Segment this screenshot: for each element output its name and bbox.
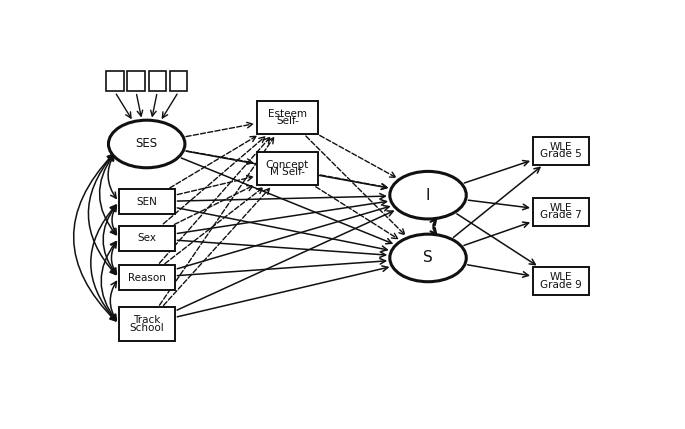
Text: Sex: Sex [137, 233, 156, 243]
Text: Track: Track [133, 315, 160, 325]
FancyBboxPatch shape [533, 136, 588, 165]
Text: School: School [129, 323, 164, 332]
Text: Grade 9: Grade 9 [540, 280, 582, 290]
FancyBboxPatch shape [533, 198, 588, 226]
Circle shape [108, 120, 185, 168]
Text: Self-: Self- [276, 116, 299, 126]
FancyBboxPatch shape [119, 266, 175, 290]
FancyBboxPatch shape [170, 71, 187, 91]
FancyBboxPatch shape [149, 71, 166, 91]
Text: S: S [423, 251, 433, 266]
Text: Concept: Concept [266, 160, 309, 170]
Text: Esteem: Esteem [268, 109, 307, 119]
FancyBboxPatch shape [257, 101, 318, 134]
Text: M Self-: M Self- [270, 167, 305, 177]
Text: Grade 7: Grade 7 [540, 210, 582, 221]
FancyBboxPatch shape [533, 267, 588, 295]
Text: SEN: SEN [136, 197, 157, 207]
FancyBboxPatch shape [119, 308, 175, 341]
Text: WLE: WLE [549, 272, 572, 282]
Text: WLE: WLE [549, 142, 572, 152]
Text: WLE: WLE [549, 203, 572, 213]
Text: Reason: Reason [127, 273, 166, 283]
FancyBboxPatch shape [119, 226, 175, 251]
Text: I: I [426, 187, 430, 202]
Text: Grade 5: Grade 5 [540, 149, 582, 159]
FancyBboxPatch shape [257, 152, 318, 185]
FancyBboxPatch shape [119, 189, 175, 214]
Circle shape [390, 172, 466, 219]
Circle shape [390, 234, 466, 282]
FancyBboxPatch shape [106, 71, 123, 91]
FancyBboxPatch shape [127, 71, 145, 91]
Text: SES: SES [136, 137, 158, 151]
